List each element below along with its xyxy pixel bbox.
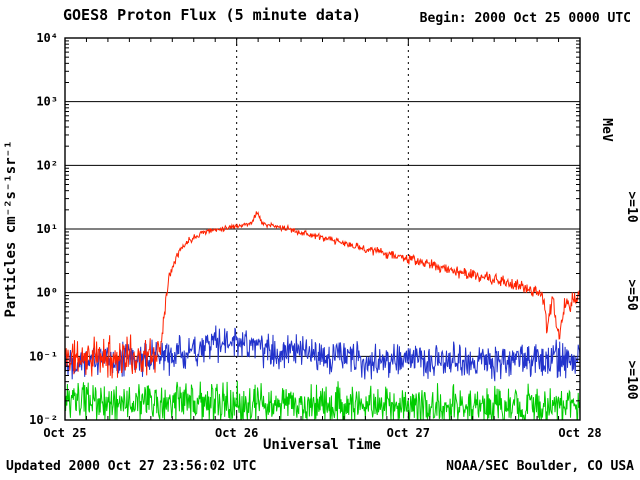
legend-ge10-label: >=10: [624, 191, 639, 222]
chart-title: GOES8 Proton Flux (5 minute data): [63, 6, 361, 24]
credit-text: NOAA/SEC Boulder, CO USA: [446, 459, 634, 474]
y-tick-label: 10⁴: [36, 31, 58, 45]
y-tick-label: 10¹: [36, 222, 58, 236]
y-tick-label: 10²: [36, 158, 58, 172]
plot-border: [64, 37, 581, 421]
x-tick-label: Oct 25: [43, 426, 86, 440]
y-tick-label: 10⁰: [36, 286, 58, 300]
series-line->=100: [64, 380, 581, 421]
y-tick-label: 10⁻¹: [29, 349, 58, 363]
y-tick-label: 10⁻²: [29, 413, 58, 427]
legend-ge50-label: >=50: [624, 279, 639, 310]
series-line->=50: [64, 325, 581, 382]
x-tick-label: Oct 26: [215, 426, 258, 440]
legend-ge100-label: >=100: [624, 360, 639, 399]
y-axis-title: Particles cm⁻²s⁻¹sr⁻¹: [3, 140, 19, 317]
x-tick-label: Oct 28: [558, 426, 601, 440]
x-axis-title: Universal Time: [263, 437, 381, 453]
legend-mev-label: MeV: [599, 118, 614, 142]
x-tick-label: Oct 27: [387, 426, 430, 440]
y-tick-label: 10³: [36, 95, 58, 109]
series-layer: [64, 211, 581, 421]
begin-label: Begin: 2000 Oct 25 0000 UTC: [420, 11, 631, 26]
updated-text: Updated 2000 Oct 27 23:56:02 UTC: [6, 459, 256, 474]
series-line->=10: [64, 211, 581, 379]
